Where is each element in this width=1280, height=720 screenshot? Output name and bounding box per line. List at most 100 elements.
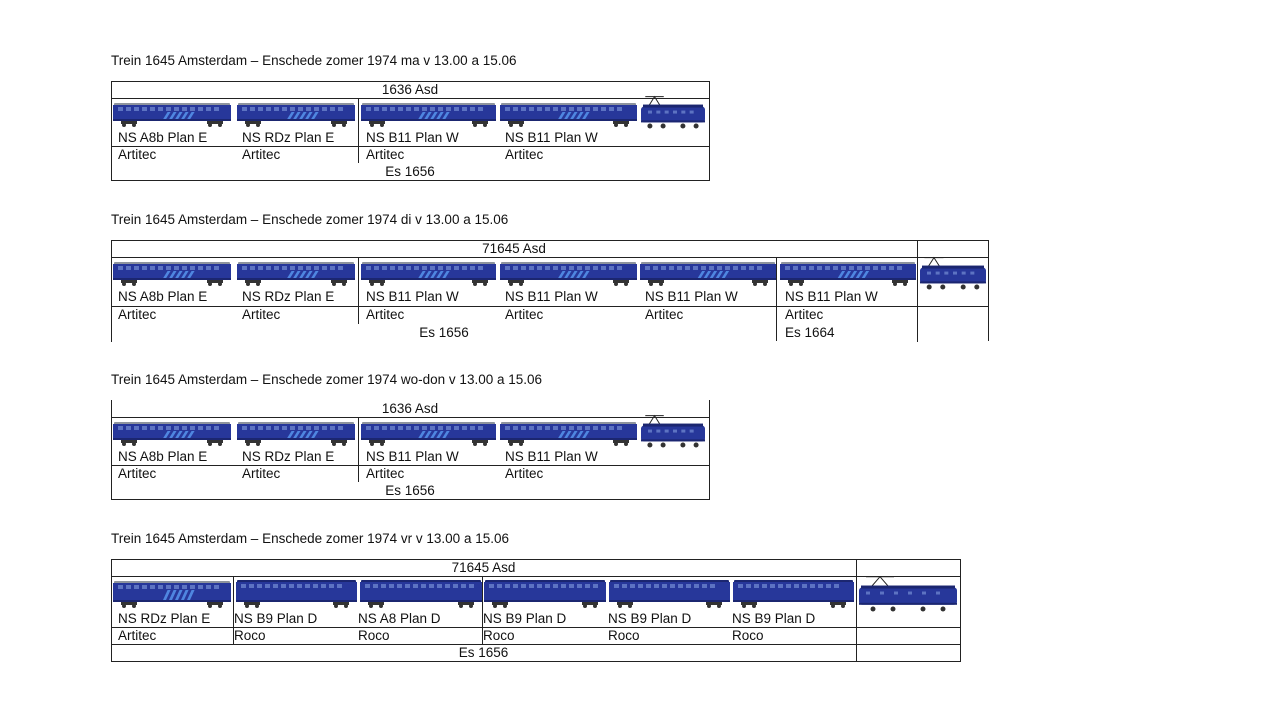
coach-plan-d-icon <box>609 580 730 608</box>
coach-plan-d-icon <box>236 580 357 608</box>
car-maker-label: Artitec <box>118 147 157 162</box>
car-maker-label: Artitec <box>645 307 684 322</box>
coach-plan-e-icon <box>113 262 231 286</box>
coach-plan-e-icon <box>237 103 355 127</box>
column-divider <box>358 417 359 482</box>
car-type-label: NS B9 Plan D <box>608 611 692 626</box>
table-top-border <box>111 81 710 82</box>
table-left-border <box>111 559 112 662</box>
car-maker-label: Roco <box>732 628 764 643</box>
consist-title: Trein 1645 Amsterdam – Enschede zomer 19… <box>111 53 517 68</box>
electric-locomotive-icon <box>920 256 986 290</box>
car-type-label: NS RDz Plan E <box>242 130 335 145</box>
header-divider <box>111 98 710 99</box>
table-right-border <box>709 400 710 500</box>
car-type-label: NS B11 Plan W <box>785 289 878 304</box>
row-divider <box>111 644 961 645</box>
row-divider <box>111 465 710 466</box>
car-maker-label: Artitec <box>118 466 157 481</box>
car-type-label: NS RDz Plan E <box>242 289 335 304</box>
car-maker-label: Roco <box>358 628 390 643</box>
car-type-label: NS RDz Plan E <box>242 449 335 464</box>
row-divider <box>111 146 710 147</box>
car-maker-label: Artitec <box>242 147 281 162</box>
coach-plan-w-icon <box>361 103 496 127</box>
table-right-border <box>960 559 961 662</box>
coach-plan-w-icon <box>500 422 637 446</box>
column-divider <box>358 98 359 163</box>
car-maker-label: Artitec <box>366 147 405 162</box>
coach-plan-e-icon <box>237 262 355 286</box>
column-divider <box>233 576 234 644</box>
coach-plan-e-icon <box>113 581 231 608</box>
car-maker-label: Artitec <box>366 466 405 481</box>
row-divider <box>111 306 989 307</box>
car-maker-label: Roco <box>608 628 640 643</box>
car-type-label: NS B9 Plan D <box>732 611 816 626</box>
coach-plan-e-icon <box>237 422 355 446</box>
coach-plan-d-icon <box>733 580 854 608</box>
car-type-label: NS B9 Plan D <box>483 611 567 626</box>
car-type-label: NS B11 Plan W <box>366 449 459 464</box>
consist-title: Trein 1645 Amsterdam – Enschede zomer 19… <box>111 372 543 387</box>
table-right-border <box>709 81 710 181</box>
car-type-label: NS B11 Plan W <box>366 130 459 145</box>
table-top-border <box>111 559 961 560</box>
coach-plan-w-icon <box>500 103 637 127</box>
car-maker-label: Artitec <box>505 147 544 162</box>
consist-origin: 1636 Asd <box>381 401 439 416</box>
car-type-label: NS B11 Plan W <box>505 130 598 145</box>
table-right-border <box>917 240 918 342</box>
consist-title: Trein 1645 Amsterdam – Enschede zomer 19… <box>111 212 509 227</box>
header-divider <box>111 417 710 418</box>
consist-destination: Es 1664 <box>785 325 835 340</box>
car-maker-label: Artitec <box>366 307 405 322</box>
car-maker-label: Artitec <box>242 466 281 481</box>
coach-plan-d-icon <box>484 580 606 608</box>
coach-plan-e-icon <box>113 103 231 127</box>
car-maker-label: Artitec <box>505 307 544 322</box>
table-bottom-border <box>111 180 710 181</box>
coach-plan-w-icon <box>361 422 496 446</box>
consist-destination: Es 1656 <box>385 483 435 498</box>
consist-destination: Es 1656 <box>458 645 509 660</box>
electric-locomotive-icon <box>641 95 705 129</box>
car-type-label: NS A8b Plan E <box>118 449 208 464</box>
car-maker-label: Artitec <box>118 628 157 643</box>
table-right-border <box>988 240 989 341</box>
car-type-label: NS A8b Plan E <box>118 289 208 304</box>
car-maker-label: Artitec <box>118 307 157 322</box>
row-divider <box>111 627 961 628</box>
car-type-label: NS B11 Plan W <box>505 289 598 304</box>
consist-destination: Es 1656 <box>385 164 435 179</box>
car-maker-label: Artitec <box>505 466 544 481</box>
car-maker-label: Roco <box>234 628 266 643</box>
table-left-border <box>111 81 112 181</box>
car-type-label: NS B11 Plan W <box>505 449 598 464</box>
car-type-label: NS A8 Plan D <box>358 611 441 626</box>
header-divider <box>111 257 989 258</box>
coach-plan-e-icon <box>113 422 231 446</box>
electric-locomotive-icon <box>859 575 957 612</box>
car-type-label: NS A8b Plan E <box>118 130 208 145</box>
car-type-label: NS RDz Plan E <box>118 611 211 626</box>
header-divider <box>111 576 961 577</box>
car-maker-label: Artitec <box>242 307 281 322</box>
table-right-border <box>856 559 857 662</box>
car-type-label: NS B11 Plan W <box>645 289 738 304</box>
coach-plan-w-icon <box>361 262 496 286</box>
car-type-label: NS B9 Plan D <box>234 611 318 626</box>
coach-plan-w-icon <box>500 262 637 286</box>
table-bottom-border <box>111 661 961 662</box>
consist-origin: 71645 Asd <box>482 241 546 256</box>
coach-plan-w-icon <box>640 262 776 286</box>
car-type-label: NS B11 Plan W <box>366 289 459 304</box>
coach-plan-w-icon <box>780 262 916 286</box>
column-divider <box>482 576 483 644</box>
car-maker-label: Roco <box>483 628 515 643</box>
table-bottom-border <box>111 499 710 500</box>
column-divider <box>776 257 777 341</box>
table-top-border <box>111 240 989 241</box>
table-left-border <box>111 240 112 342</box>
coach-plan-d-icon <box>360 580 482 608</box>
